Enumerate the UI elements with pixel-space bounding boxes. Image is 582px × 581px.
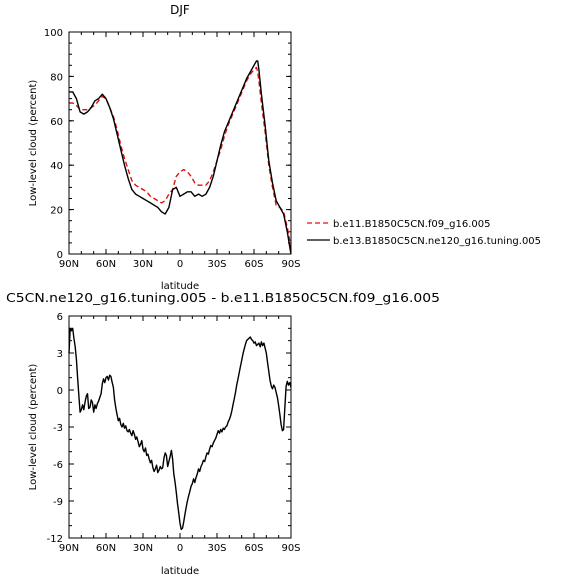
- bottom-x-axis-label: latitude: [161, 566, 199, 577]
- y-tick-label: -12: [47, 534, 63, 545]
- y-tick-label: 3: [57, 349, 63, 360]
- x-tick-label: 30N: [133, 259, 153, 270]
- y-tick-label: 6: [57, 312, 63, 323]
- top-series-line-2: [69, 60, 292, 255]
- y-tick-label: -3: [53, 423, 63, 434]
- y-tick-label: 20: [50, 206, 63, 217]
- y-tick-label: 100: [44, 28, 63, 39]
- x-tick-label: 60N: [96, 543, 116, 554]
- x-tick-label: 30S: [207, 259, 226, 270]
- top-y-axis-label: Low-level cloud (percent): [28, 80, 39, 207]
- bottom-panel: C5CN.ne120_g16.tuning.005 - b.e11.B1850C…: [6, 291, 440, 577]
- x-tick-label: 30S: [207, 543, 226, 554]
- x-tick-label: 90S: [281, 543, 300, 554]
- y-tick-label: 0: [57, 250, 63, 261]
- y-tick-label: -9: [53, 497, 63, 508]
- bottom-series-line-1: [68, 327, 292, 531]
- y-tick-label: 60: [50, 117, 63, 128]
- y-tick-label: 0: [57, 386, 63, 397]
- y-tick-label: -6: [53, 460, 63, 471]
- y-tick-label: 40: [50, 161, 63, 172]
- x-tick-label: 90N: [59, 259, 79, 270]
- top-chart-title: DJF: [170, 3, 190, 17]
- top-x-axis-label: latitude: [161, 281, 199, 292]
- legend-label-series-2: b.e13.B1850C5CN.ne120_g16.tuning.005: [333, 236, 541, 247]
- x-tick-label: 30N: [133, 543, 153, 554]
- top-plot-frame: [68, 31, 292, 255]
- x-tick-label: 60S: [244, 259, 263, 270]
- y-tick-label: 80: [50, 72, 63, 83]
- x-tick-label: 90N: [59, 543, 79, 554]
- bottom-plot-frame: [68, 315, 292, 539]
- x-tick-label: 0: [177, 259, 183, 270]
- legend-label-series-1: b.e11.B1850C5CN.f09_g16.005: [333, 219, 490, 230]
- bottom-chart-title: C5CN.ne120_g16.tuning.005 - b.e11.B1850C…: [6, 291, 440, 305]
- x-tick-label: 0: [177, 543, 183, 554]
- legend: b.e11.B1850C5CN.f09_g16.005 b.e13.B1850C…: [307, 219, 541, 247]
- x-tick-label: 60S: [244, 543, 263, 554]
- bottom-y-axis-label: Low-level cloud (percent): [28, 364, 39, 491]
- x-tick-label: 60N: [96, 259, 116, 270]
- x-tick-label: 90S: [281, 259, 300, 270]
- top-panel: DJF Low-level cloud (percent) latitude 9…: [28, 3, 301, 292]
